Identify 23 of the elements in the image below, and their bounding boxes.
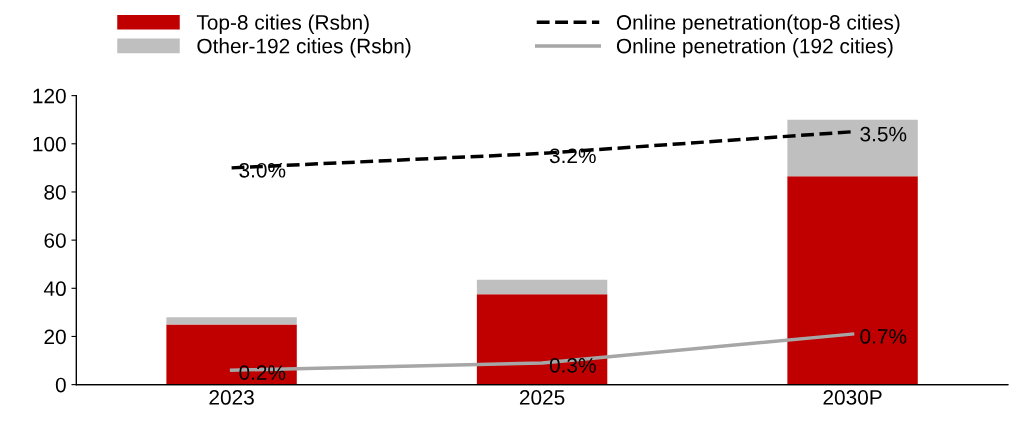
- data-label: 0.3%: [549, 357, 596, 373]
- data-label: 3.5%: [860, 126, 907, 142]
- x-tick-label: 2030P: [823, 390, 882, 405]
- bar: [476, 279, 608, 295]
- data-label: 0.7%: [860, 329, 907, 344]
- y-tick-label: 20: [44, 329, 66, 345]
- bar: [476, 294, 608, 385]
- legend-label: Online penetration(top-8 cities): [616, 14, 900, 34]
- y-tick-label: 80: [44, 184, 66, 200]
- bar: [787, 119, 918, 177]
- x-tick-label: 2023: [209, 390, 254, 405]
- y-tick-label: 100: [33, 136, 66, 152]
- y-tick-label: 40: [43, 281, 66, 297]
- y-tick-label: 0: [55, 377, 66, 393]
- y-tick-label: 120: [33, 88, 66, 104]
- bar: [166, 317, 297, 325]
- legend-label: Online penetration (192 cities): [616, 38, 893, 58]
- y-tick-label: 60: [44, 233, 66, 248]
- legend-label: Other-192 cities (Rsbn): [197, 38, 411, 58]
- bar: [166, 324, 297, 385]
- x-tick-label: 2025: [519, 390, 565, 405]
- legend-label: Top-8 cities (Rsbn): [196, 14, 369, 34]
- bar: [787, 176, 918, 385]
